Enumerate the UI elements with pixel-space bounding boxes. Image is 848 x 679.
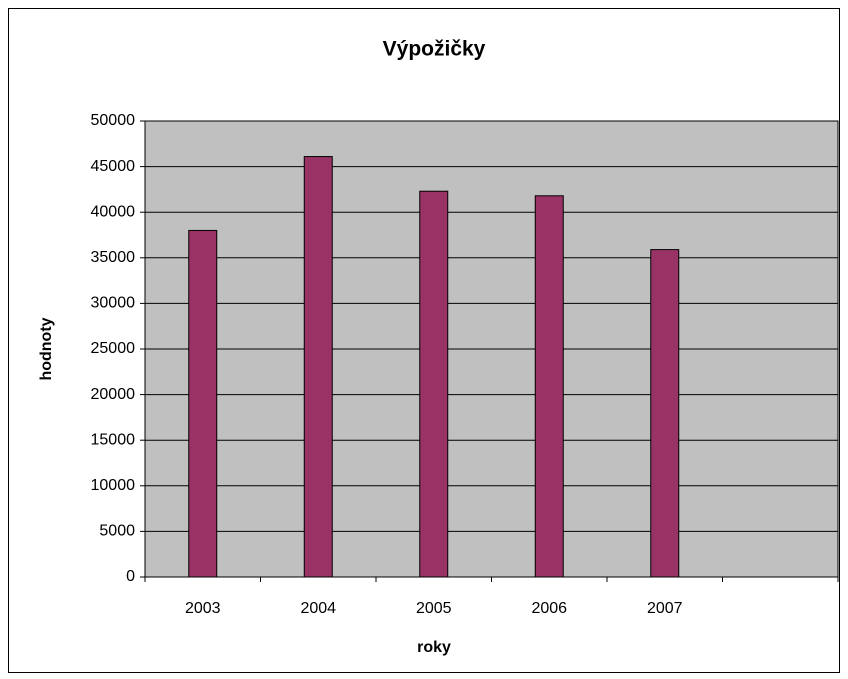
x-axis-label: roky [417,639,451,656]
y-tick-label: 5000 [99,523,135,540]
y-tick-label: 10000 [91,477,136,494]
y-tick-label: 15000 [91,431,136,448]
y-tick-label: 40000 [91,203,136,220]
bar [650,249,680,578]
y-tick-label: 25000 [91,340,136,357]
y-tick-label: 45000 [91,158,136,175]
y-tick-label: 0 [126,568,135,585]
x-tick-label: 2007 [647,600,683,617]
bar [419,190,449,578]
bar [303,156,333,578]
y-tick-label: 50000 [91,112,136,129]
chart-title: Výpožičky [383,38,486,61]
x-tick-label: 2003 [185,600,221,617]
x-tick-label: 2006 [531,600,567,617]
y-axis-label: hodnoty [38,317,55,380]
bar [534,195,564,578]
bar [188,229,218,578]
y-tick-label: 30000 [91,295,136,312]
x-tick-label: 2005 [416,600,452,617]
y-tick-label: 35000 [91,249,136,266]
y-tick-label: 20000 [91,386,136,403]
x-tick-label: 2004 [300,600,336,617]
